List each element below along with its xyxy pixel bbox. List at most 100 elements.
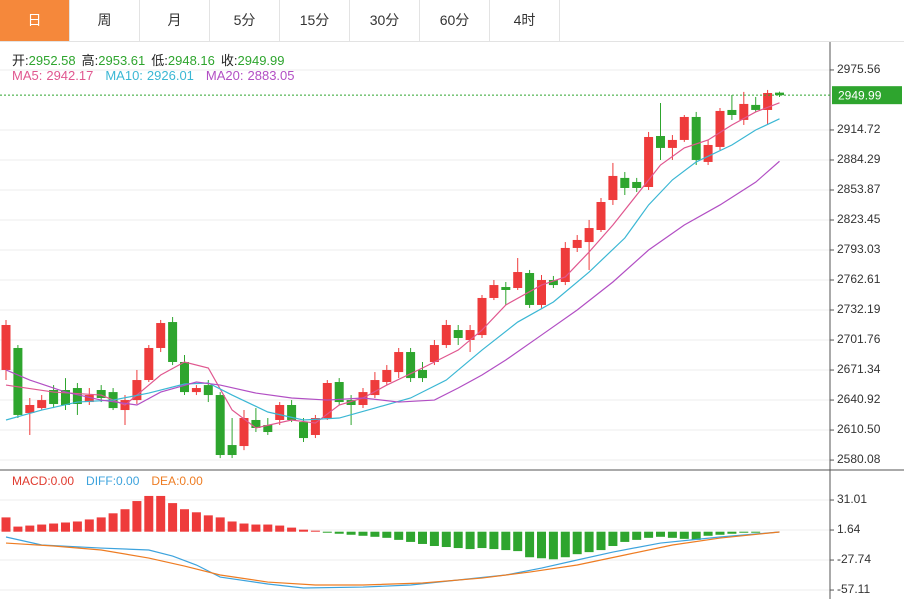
candle-body (49, 390, 59, 405)
candle-body (96, 390, 106, 398)
macd-bar (251, 524, 261, 532)
candle-body (691, 116, 701, 160)
ma-line (5, 102, 780, 429)
macd-bar (608, 531, 618, 547)
macd-bar (537, 531, 546, 559)
candle-body (572, 239, 582, 248)
legend-label: DIFF: (86, 474, 117, 488)
period-tab[interactable]: 5分 (210, 0, 280, 41)
candle-body (215, 395, 225, 456)
info-value: 2949.99 (237, 53, 285, 68)
period-tab[interactable]: 日 (0, 0, 70, 41)
macd-bar (441, 531, 451, 548)
candle-body (144, 347, 154, 381)
legend-value: 2942.17 (46, 68, 94, 83)
candle-body (334, 382, 344, 403)
macd-bar (191, 512, 201, 532)
candle-body (132, 380, 142, 401)
candle-body (406, 352, 416, 379)
candle-body (477, 297, 487, 336)
period-tab[interactable]: 月 (140, 0, 210, 41)
period-tab[interactable]: 30分 (350, 0, 420, 41)
candle-body (310, 418, 320, 435)
period-tab[interactable]: 60分 (420, 0, 490, 41)
macd-bar (632, 531, 642, 540)
macd-bar (394, 531, 404, 540)
legend-value: 2926.01 (146, 68, 194, 83)
candle-body (560, 247, 570, 282)
last-price-label: 2949.99 (838, 88, 882, 102)
macd-bar (156, 495, 166, 532)
macd-bar (406, 531, 416, 542)
info-value: 2952.58 (28, 53, 76, 68)
macd-bar (584, 531, 594, 553)
macd-bar (227, 521, 237, 532)
info-label: 低: (151, 53, 168, 68)
candle-body (441, 324, 451, 346)
macd-bar (667, 531, 677, 538)
info-label: 高: (81, 53, 99, 68)
candle-body (596, 201, 606, 231)
candle-body (156, 323, 166, 348)
candle-body (37, 400, 47, 409)
y-tick-label: 1.64 (837, 522, 861, 536)
candle-body (751, 104, 761, 110)
macd-bar (132, 501, 142, 532)
candle-body (465, 330, 475, 340)
macd-bar (525, 531, 535, 558)
candle-body (608, 175, 618, 201)
legend-value: 2883.05 (247, 68, 295, 83)
y-tick-label: 2610.50 (837, 422, 881, 436)
macd-bar (61, 522, 70, 532)
info-value: 2953.61 (98, 53, 146, 68)
y-tick-label: 2762.61 (837, 272, 881, 286)
info-value: 2948.16 (167, 53, 215, 68)
candle-body (703, 144, 713, 162)
candle-body (370, 380, 380, 396)
macd-bar (453, 531, 463, 549)
y-tick-label: 2671.34 (837, 362, 881, 376)
candle-body (632, 181, 642, 188)
macd-line (5, 531, 780, 586)
y-tick-label: 2884.29 (837, 152, 881, 166)
macd-bar (703, 531, 713, 536)
y-tick-label: 2975.56 (837, 62, 881, 76)
macd-bar (382, 531, 392, 538)
macd-bar (489, 531, 499, 550)
macd-bar (477, 531, 487, 549)
candle-body (584, 228, 594, 243)
macd-bar (334, 531, 344, 534)
legend-value: 0.00 (116, 474, 140, 488)
last-price-box (832, 86, 902, 105)
ma-legend: MA5: 2942.17 MA10: 2926.01 MA20: 2883.05 (12, 68, 295, 83)
candle-body (1, 324, 11, 370)
info-label: 开: (12, 53, 29, 68)
candle-body (13, 347, 23, 415)
period-tab[interactable]: 周 (70, 0, 140, 41)
macd-legend: MACD:0.00 DIFF:0.00 DEA:0.00 (12, 474, 203, 488)
tab-bar: 日周月 5分 15分 30分 60分 4时 (0, 0, 904, 42)
candle-body (656, 136, 665, 148)
period-tab[interactable]: 4时 (490, 0, 560, 41)
macd-bar (513, 531, 523, 552)
macd-line (5, 531, 780, 589)
candle-body (25, 404, 35, 413)
ma-line (5, 118, 780, 421)
candle-body (763, 92, 773, 110)
candle-body (667, 139, 677, 148)
y-tick-label: 2732.19 (837, 302, 881, 316)
candle-body (61, 390, 70, 405)
candle-body (251, 419, 261, 428)
candle-body (84, 395, 94, 403)
macd-bar (572, 531, 582, 555)
period-tab[interactable]: 15分 (280, 0, 350, 41)
macd-bar (501, 531, 511, 551)
candle-body (346, 400, 356, 405)
macd-bar (25, 525, 35, 532)
macd-bar (120, 509, 130, 532)
y-tick-label: -57.11 (837, 582, 870, 596)
macd-bar (239, 523, 249, 532)
macd-bar (596, 531, 606, 551)
macd-bar (679, 531, 689, 539)
